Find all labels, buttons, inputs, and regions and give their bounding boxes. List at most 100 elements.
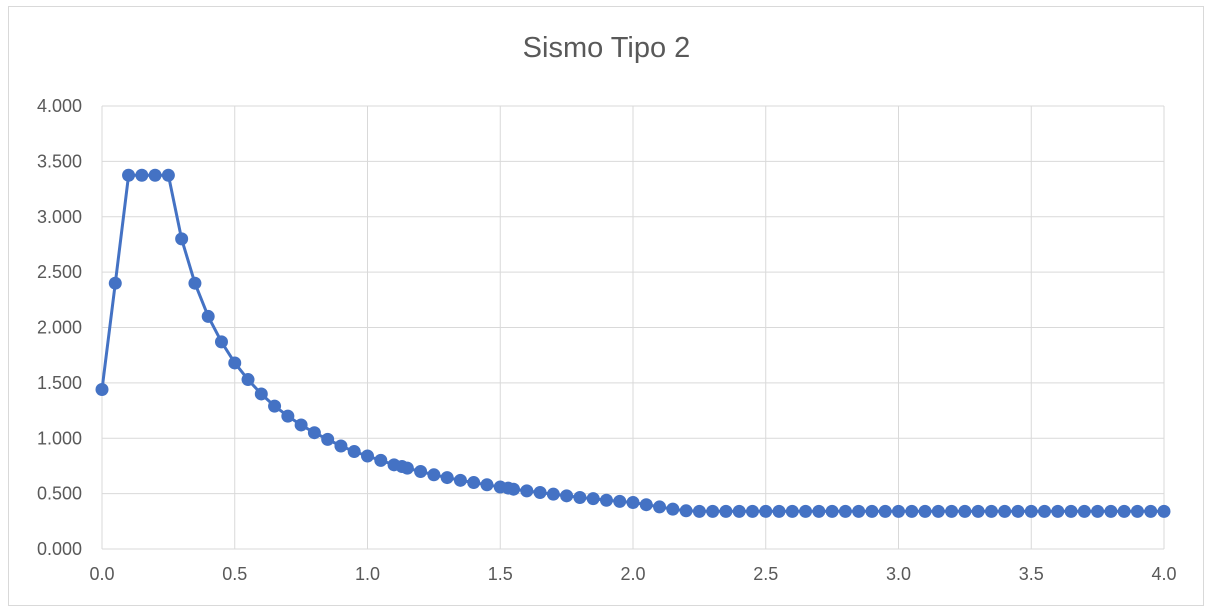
gridlines — [101, 105, 1165, 550]
data-point — [905, 504, 919, 518]
data-point — [586, 492, 600, 506]
x-tick-label: 4.0 — [1151, 564, 1176, 584]
series-group — [95, 168, 1171, 518]
data-point — [241, 373, 255, 387]
y-tick-label: 1.500 — [37, 373, 82, 393]
y-tick-label: 3.000 — [37, 207, 82, 227]
data-point — [1064, 504, 1078, 518]
x-tick-label: 0.5 — [222, 564, 247, 584]
data-point — [108, 276, 122, 290]
data-point — [520, 484, 534, 498]
data-point — [1091, 504, 1105, 518]
y-tick-label: 2.500 — [37, 262, 82, 282]
data-point — [799, 504, 813, 518]
data-point — [759, 504, 773, 518]
data-point — [560, 489, 574, 503]
data-point — [374, 453, 388, 467]
data-point — [1104, 504, 1118, 518]
data-point — [1077, 504, 1091, 518]
x-tick-label: 2.5 — [753, 564, 778, 584]
data-point — [984, 504, 998, 518]
y-tick-label: 3.500 — [37, 151, 82, 171]
data-point — [679, 504, 693, 518]
data-point — [772, 504, 786, 518]
data-point — [294, 418, 308, 432]
data-point — [918, 504, 932, 518]
data-point — [361, 449, 374, 463]
data-point — [573, 491, 587, 505]
data-point — [745, 504, 759, 518]
y-tick-label: 1.000 — [37, 428, 82, 448]
data-point — [161, 168, 175, 182]
data-point — [1011, 504, 1025, 518]
data-point — [1038, 504, 1052, 518]
data-point — [719, 504, 733, 518]
x-tick-label: 2.0 — [620, 564, 645, 584]
data-point — [307, 426, 321, 440]
y-axis-ticks: 0.000 0.500 1.000 1.500 2.000 2.500 3.000 3.500… — [37, 96, 82, 559]
data-point — [254, 387, 268, 401]
data-point — [440, 471, 454, 485]
data-point — [1130, 504, 1144, 518]
data-point — [878, 504, 892, 518]
data-point — [692, 504, 706, 518]
data-point — [626, 495, 640, 509]
data-point — [201, 309, 215, 323]
data-point — [706, 504, 720, 518]
data-point — [998, 504, 1012, 518]
y-tick-label: 2.000 — [37, 318, 82, 338]
data-point — [666, 502, 680, 516]
data-point — [732, 504, 746, 518]
x-tick-label: 3.5 — [1019, 564, 1044, 584]
data-point — [268, 399, 282, 413]
data-point — [507, 482, 521, 496]
data-point — [480, 478, 494, 492]
y-tick-label: 4.000 — [37, 96, 82, 116]
data-point — [188, 276, 202, 290]
data-point — [122, 168, 136, 182]
data-point — [785, 504, 799, 518]
data-point — [613, 494, 627, 508]
data-point — [945, 504, 959, 518]
y-tick-label: 0.000 — [37, 539, 82, 559]
x-axis-ticks: 0.0 0.5 1.0 1.5 2.0 2.5 3.0 3.5 4.0 — [89, 564, 1176, 584]
chart-title: Sismo Tipo 2 — [522, 32, 691, 64]
data-point — [281, 409, 295, 423]
data-point — [414, 464, 428, 478]
data-point — [533, 486, 547, 500]
data-point — [812, 504, 826, 518]
data-point — [467, 476, 481, 490]
data-point — [838, 504, 852, 518]
data-point — [1024, 504, 1038, 518]
data-point — [971, 504, 985, 518]
x-tick-label: 1.0 — [355, 564, 380, 584]
data-point — [148, 168, 162, 182]
data-point — [892, 504, 905, 518]
data-point — [1117, 504, 1131, 518]
data-point — [825, 504, 839, 518]
data-point — [228, 356, 242, 370]
data-point — [1157, 504, 1171, 518]
data-point — [347, 445, 361, 459]
data-point — [175, 232, 189, 246]
data-point — [453, 473, 467, 487]
data-point — [546, 487, 560, 501]
data-point — [400, 461, 414, 475]
x-tick-label: 0.0 — [89, 564, 114, 584]
data-point — [958, 504, 972, 518]
x-tick-label: 3.0 — [886, 564, 911, 584]
data-point — [214, 335, 228, 349]
data-point — [1144, 504, 1158, 518]
x-tick-label: 1.5 — [488, 564, 513, 584]
data-point — [95, 383, 109, 397]
data-point — [931, 504, 945, 518]
data-point — [865, 504, 879, 518]
y-tick-label: 0.500 — [37, 484, 82, 504]
data-point — [599, 493, 613, 507]
data-point — [639, 498, 653, 512]
data-point — [321, 432, 335, 446]
data-point — [427, 468, 441, 482]
data-point — [852, 504, 866, 518]
data-point — [1051, 504, 1065, 518]
